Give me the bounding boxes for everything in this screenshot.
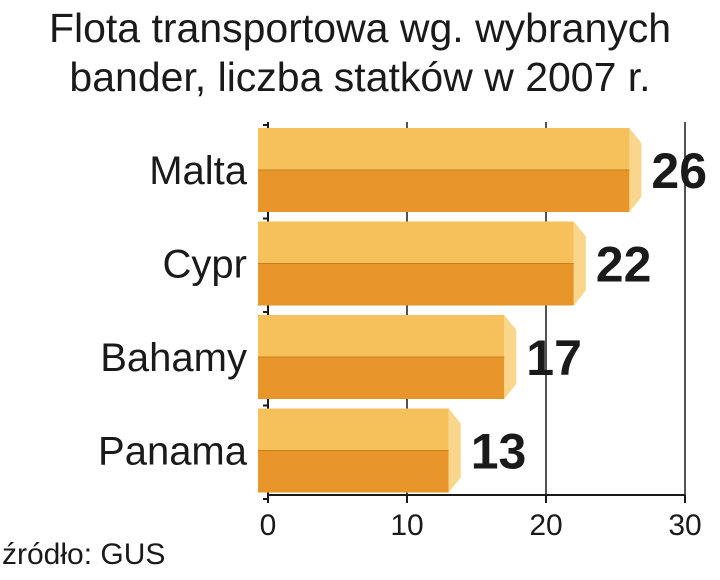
x-tick-label-1: 10 (390, 509, 423, 542)
bar-cap-0 (629, 128, 642, 212)
bar-cap-2 (504, 315, 517, 399)
value-label-3: 13 (471, 424, 527, 480)
axis-layer: 0 10 20 30 (260, 122, 702, 542)
bar-bottom-0 (258, 170, 630, 212)
category-label-3: Panama (98, 430, 248, 474)
bars-layer: Malta 26 Cypr 22 Bahamy 17 Panama 13 (98, 128, 707, 493)
bar-group-3: Panama 13 (98, 408, 527, 493)
x-tick-label-3: 30 (668, 509, 701, 542)
chart-title: Flota transportowa wg. wybranych bander,… (8, 4, 712, 102)
source-note: źródło: GUS (2, 538, 166, 571)
category-label-1: Cypr (163, 243, 247, 287)
bar-group-0: Malta 26 (149, 128, 707, 212)
chart-title-line-2: bander, liczba statków w 2007 r. (69, 54, 651, 100)
bar-top-1 (258, 221, 574, 264)
bar-group-2: Bahamy 17 (100, 315, 582, 399)
value-label-2: 17 (526, 330, 582, 386)
category-label-2: Bahamy (100, 336, 247, 380)
value-label-1: 22 (596, 237, 652, 293)
bar-cap-3 (448, 408, 461, 493)
bar-bottom-1 (258, 263, 574, 306)
bar-cap-1 (573, 221, 586, 306)
bar-top-2 (258, 315, 505, 357)
bar-bottom-3 (258, 450, 449, 493)
value-label-0: 26 (651, 143, 707, 199)
bar-group-1: Cypr 22 (163, 221, 652, 306)
bar-top-0 (258, 128, 630, 170)
bar-top-3 (258, 408, 449, 451)
x-tick-label-2: 20 (529, 509, 562, 542)
x-tick-label-0: 0 (260, 509, 277, 542)
category-label-0: Malta (149, 149, 248, 193)
bar-bottom-2 (258, 357, 505, 399)
chart-title-line-1: Flota transportowa wg. wybranych (48, 5, 672, 51)
